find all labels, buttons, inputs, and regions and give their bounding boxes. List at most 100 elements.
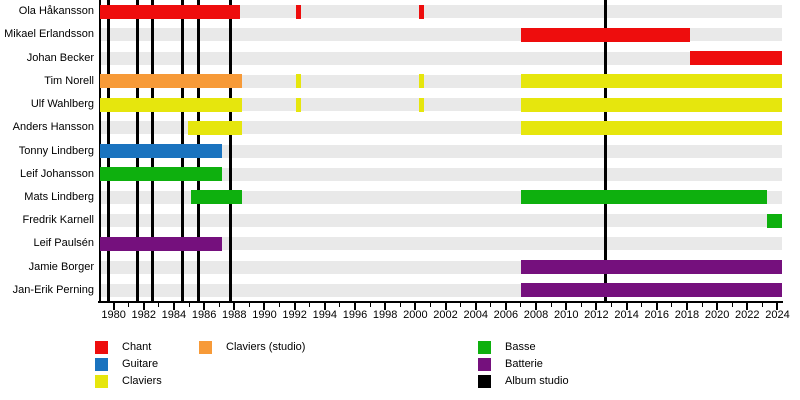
axis-tick-label: 1986	[191, 309, 217, 321]
member-label: Mikael Erlandsson	[4, 28, 94, 41]
axis-major-tick	[504, 303, 507, 310]
member-label: Ulf Wahlberg	[30, 98, 94, 111]
bar-basse	[520, 190, 767, 205]
member-label: Leif Paulsén	[33, 237, 94, 250]
axis-tick-label: 2022	[735, 309, 760, 321]
bar-claviers	[419, 97, 424, 112]
axis-major-tick	[233, 303, 236, 310]
axis-major-tick	[263, 303, 266, 310]
axis-tick-label: 2016	[644, 309, 669, 321]
legend-label-album_studio: Album studio	[505, 375, 569, 387]
row-band	[100, 5, 782, 19]
axis-tick-label: 2018	[674, 309, 700, 321]
axis-minor-tick	[218, 303, 220, 307]
axis-tick-label: 1982	[131, 309, 156, 321]
axis-minor-tick	[671, 303, 673, 307]
axis-tick-label: 1990	[252, 309, 277, 321]
bar-chant	[100, 4, 241, 19]
legend-label-claviers_studio: Claviers (studio)	[226, 341, 306, 353]
legend-label-chant: Chant	[122, 341, 152, 353]
legend-swatch-album_studio	[478, 375, 491, 388]
bar-claviers_studio	[100, 74, 242, 89]
axis-minor-tick	[490, 303, 492, 307]
axis-tick-label: 2024	[765, 309, 790, 321]
bar-batterie	[520, 283, 782, 298]
legend-label-basse: Basse	[505, 341, 536, 353]
axis-minor-tick	[369, 303, 371, 307]
bar-basse	[766, 213, 782, 228]
axis-major-tick	[565, 303, 568, 310]
axis-major-tick	[414, 303, 417, 310]
axis-major-tick	[685, 303, 688, 310]
member-label: Tonny Lindberg	[18, 144, 94, 157]
legend-swatch-chant	[95, 341, 108, 354]
axis-tick-label: 2014	[614, 309, 639, 321]
album-studio-line	[603, 0, 607, 302]
member-label: Leif Johansson	[20, 167, 94, 180]
album-studio-line	[229, 0, 232, 302]
axis-major-tick	[444, 303, 447, 310]
row-band	[100, 167, 782, 181]
axis-minor-tick	[731, 303, 733, 307]
axis-major-tick	[716, 303, 719, 310]
axis-minor-tick	[520, 303, 522, 307]
bar-claviers	[296, 97, 301, 112]
legend-swatch-basse	[478, 341, 491, 354]
legend-swatch-batterie	[478, 358, 491, 371]
axis-minor-tick	[309, 303, 311, 307]
axis-minor-tick	[761, 303, 763, 307]
x-axis-line	[98, 301, 783, 303]
axis-tick-label: 2002	[433, 309, 458, 321]
axis-tick-label: 1984	[161, 309, 187, 321]
axis-major-tick	[535, 303, 538, 310]
axis-tick-label: 1994	[312, 309, 338, 321]
row-band	[100, 237, 782, 251]
axis-minor-tick	[128, 303, 130, 307]
axis-major-tick	[384, 303, 387, 310]
bar-claviers	[187, 120, 242, 135]
member-label: Fredrik Karnell	[22, 214, 94, 227]
legend-label-guitare: Guitare	[122, 358, 159, 370]
bar-batterie	[520, 260, 782, 275]
axis-tick-label: 2020	[704, 309, 730, 321]
axis-major-tick	[323, 303, 326, 310]
bar-basse	[190, 190, 242, 205]
axis-minor-tick	[580, 303, 582, 307]
member-label: Ola Håkansson	[18, 5, 94, 18]
axis-minor-tick	[188, 303, 190, 307]
legend-label-batterie: Batterie	[505, 358, 543, 370]
bar-claviers	[419, 74, 424, 89]
axis-minor-tick	[429, 303, 431, 307]
member-label: Anders Hansson	[12, 121, 94, 134]
axis-tick-label: 2010	[553, 309, 579, 321]
axis-major-tick	[655, 303, 658, 310]
axis-major-tick	[746, 303, 749, 310]
member-label: Jan-Erik Perning	[12, 283, 94, 296]
row-band	[100, 214, 782, 228]
axis-tick-label: 2012	[584, 309, 609, 321]
axis-minor-tick	[701, 303, 703, 307]
axis-minor-tick	[399, 303, 401, 307]
axis-tick-label: 2004	[463, 309, 488, 321]
bar-claviers	[100, 97, 242, 112]
bar-chant	[296, 4, 301, 19]
bar-batterie	[100, 236, 223, 251]
axis-major-tick	[474, 303, 477, 310]
bar-chant	[689, 51, 782, 66]
axis-major-tick	[172, 303, 175, 310]
axis-tick-label: 1996	[342, 309, 368, 321]
axis-tick-label: 1992	[282, 309, 307, 321]
axis-tick-label: 1998	[372, 309, 398, 321]
axis-tick-label: 2008	[523, 309, 549, 321]
axis-minor-tick	[279, 303, 281, 307]
axis-major-tick	[625, 303, 628, 310]
bar-claviers	[520, 97, 782, 112]
axis-tick-label: 2000	[403, 309, 428, 321]
axis-tick-label: 2006	[493, 309, 519, 321]
member-label: Johan Becker	[26, 51, 94, 64]
axis-major-tick	[353, 303, 356, 310]
member-label: Jamie Borger	[28, 260, 94, 273]
axis-minor-tick	[248, 303, 250, 307]
legend-swatch-claviers_studio	[199, 341, 212, 354]
